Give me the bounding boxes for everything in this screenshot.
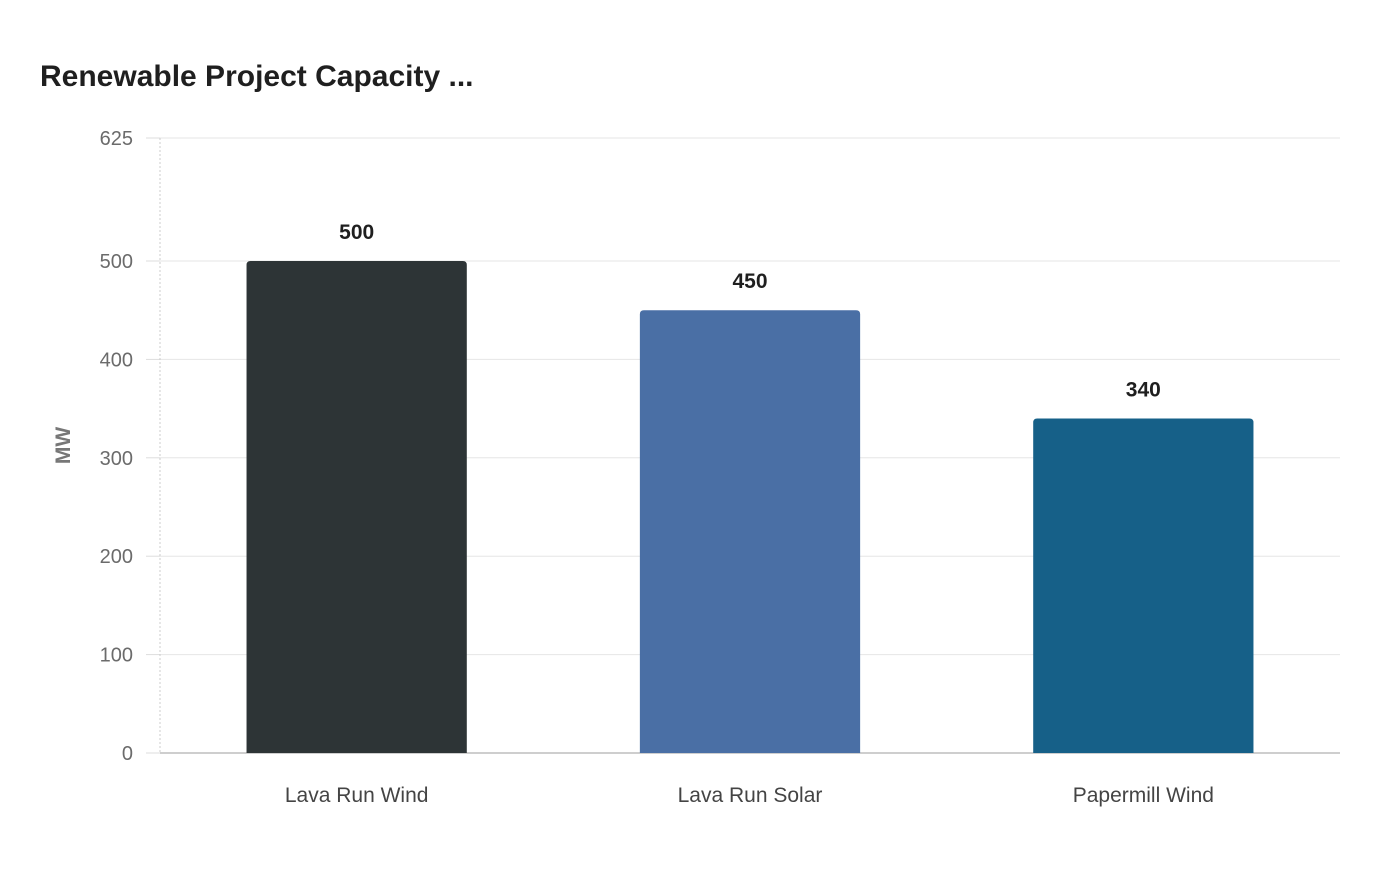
data-label: 450 [732,270,767,293]
data-label: 500 [339,221,374,244]
data-labels: 500 450 340 [339,221,1161,401]
y-tick-label: 0 [122,743,133,765]
y-axis-title: MW [52,427,75,464]
y-tick-labels: 0 100 200 300 400 500 625 [100,128,133,765]
x-tick-labels: Lava Run Wind Lava Run Solar Papermill Win… [285,784,1214,807]
y-tick-label: 200 [100,546,133,568]
data-label: 340 [1126,378,1161,401]
x-tick-label: Lava Run Solar [678,784,823,807]
bar-papermill-wind[interactable] [1033,418,1254,753]
y-tick-label: 500 [100,251,133,273]
y-tick-label: 100 [100,645,133,667]
bar-lava-run-wind[interactable] [246,261,467,753]
y-tick-label: 300 [100,448,133,470]
x-tick-label: Lava Run Wind [285,784,429,807]
bar-lava-run-solar[interactable] [639,310,861,753]
x-tick-label: Papermill Wind [1073,784,1214,807]
y-tick-label: 400 [100,349,133,371]
chart-title: Renewable Project Capacity ... [40,60,474,93]
y-tick-label: 625 [100,128,133,150]
bars [246,261,1254,753]
